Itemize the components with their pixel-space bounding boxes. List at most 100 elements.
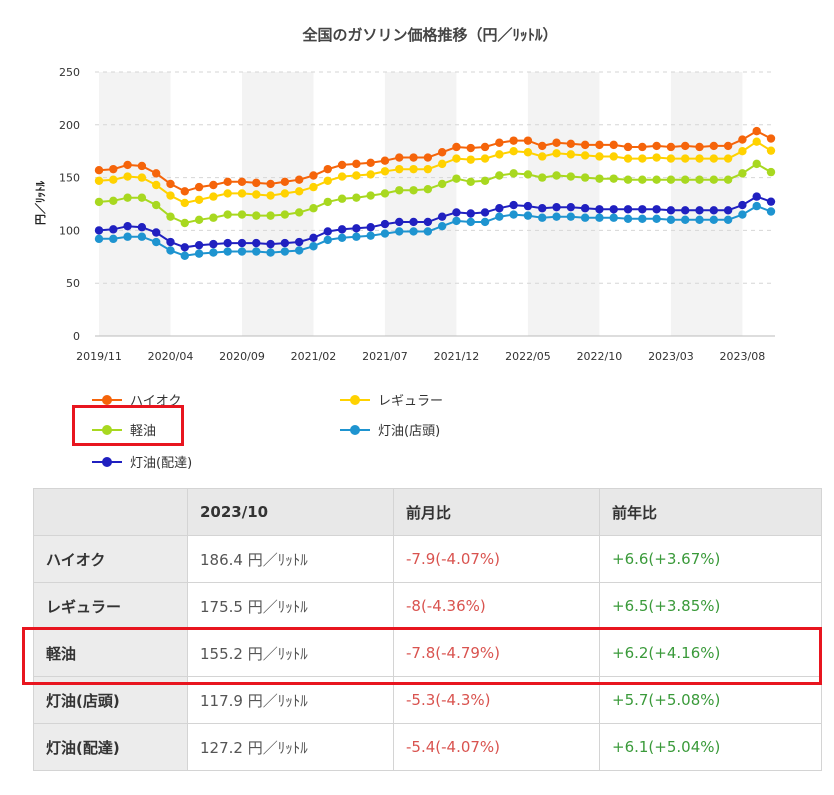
data-point (151, 200, 161, 210)
data-point (395, 227, 404, 236)
row-year-change: +6.1(+5.04%) (599, 723, 822, 771)
plot-grid (95, 71, 775, 337)
data-point (252, 190, 261, 199)
legend-item-keiyu[interactable]: 軽油 (92, 420, 156, 439)
data-point (552, 202, 561, 212)
data-point (452, 142, 461, 152)
data-point (437, 148, 447, 157)
data-point (509, 136, 518, 145)
data-point (666, 142, 676, 152)
table-row: ハイオク 186.4 円／ﾘｯﾄﾙ -7.9(-4.07%) +6.6(+3.6… (33, 535, 822, 583)
data-point (151, 169, 161, 178)
data-point (623, 175, 633, 184)
x-tick-label: 2020/09 (219, 350, 265, 363)
row-month-change: -7.9(-4.07%) (393, 535, 600, 583)
data-point (509, 210, 518, 219)
data-point (466, 217, 475, 227)
data-point (538, 152, 547, 161)
data-point (580, 140, 590, 150)
data-point (523, 136, 533, 145)
series-軽油 (94, 159, 776, 228)
data-point (609, 205, 618, 214)
data-point (709, 154, 719, 163)
data-point (166, 191, 175, 200)
data-point (409, 153, 418, 162)
series-灯油(店頭) (94, 201, 776, 260)
row-year-change: +6.2(+4.16%) (599, 629, 822, 677)
data-point (94, 226, 104, 235)
data-point (194, 240, 204, 250)
legend-swatch-touyu-haitatsu (92, 456, 122, 468)
data-point (523, 148, 533, 157)
data-point (309, 171, 318, 180)
x-tick-label: 2021/02 (291, 350, 337, 363)
data-point (523, 201, 533, 211)
data-point (280, 247, 290, 256)
price-table: 2023/10 前月比 前年比 ハイオク 186.4 円／ﾘｯﾄﾙ -7.9(-… (33, 488, 822, 771)
data-point (709, 175, 719, 184)
row-price: 175.5 円／ﾘｯﾄﾙ (187, 582, 394, 630)
data-point (280, 189, 290, 198)
data-point (166, 246, 175, 255)
data-point (480, 208, 490, 217)
data-point (509, 147, 518, 156)
row-month-change: -8(-4.36%) (393, 582, 600, 630)
data-point (538, 213, 547, 222)
data-point (266, 211, 275, 220)
data-point (480, 176, 490, 185)
data-point (466, 143, 475, 153)
data-point (609, 174, 618, 183)
y-tick-label: 100 (59, 224, 80, 237)
data-point (538, 204, 547, 213)
data-point (337, 160, 347, 170)
legend-item-touyu-tento[interactable]: 灯油(店頭) (340, 420, 440, 439)
table-highlight-box (22, 627, 822, 685)
chart-legend: ハイオク レギュラー 軽油 灯油(店頭) 灯油(配達) (0, 380, 834, 471)
data-point (252, 247, 261, 256)
legend-item-touyu-haitatsu[interactable]: 灯油(配達) (92, 452, 192, 471)
data-point (266, 239, 275, 249)
data-point (409, 227, 418, 236)
data-point (137, 232, 147, 241)
data-point (495, 171, 504, 180)
data-point (194, 249, 204, 258)
data-point (723, 206, 733, 215)
y-tick-label: 250 (59, 66, 80, 79)
data-point (337, 225, 347, 234)
data-point (180, 251, 189, 260)
data-point (280, 238, 290, 248)
data-point (323, 176, 332, 185)
row-fuel-name: 灯油(配達) (33, 723, 188, 771)
data-point (266, 191, 275, 200)
legend-swatch-touyu-tento (340, 424, 370, 436)
legend-label-touyu-tento: 灯油(店頭) (378, 424, 441, 439)
data-point (766, 167, 776, 177)
data-point (237, 177, 247, 187)
data-point (151, 228, 161, 237)
data-point (423, 164, 433, 174)
data-point (452, 174, 461, 183)
data-point (566, 139, 576, 149)
data-point (380, 219, 390, 229)
series-layer (94, 126, 776, 260)
data-point (337, 233, 347, 242)
data-point (738, 169, 747, 178)
data-point (638, 205, 647, 214)
row-fuel-name: レギュラー (33, 582, 188, 630)
plot-band (670, 72, 743, 336)
data-point (395, 153, 404, 162)
data-point (480, 217, 490, 227)
legend-item-regular[interactable]: レギュラー (340, 390, 443, 409)
data-point (423, 227, 433, 236)
data-point (666, 175, 676, 184)
data-point (566, 172, 576, 181)
data-point (94, 176, 104, 185)
data-point (595, 213, 604, 222)
data-point (695, 175, 704, 184)
row-month-change: -7.8(-4.79%) (393, 629, 600, 677)
data-point (723, 175, 733, 184)
x-tick-label: 2021/07 (362, 350, 408, 363)
table-header-yoy: 前年比 (599, 488, 822, 536)
y-tick-labels: 0 50 100 150 200 250 (59, 66, 80, 343)
data-point (480, 154, 490, 163)
